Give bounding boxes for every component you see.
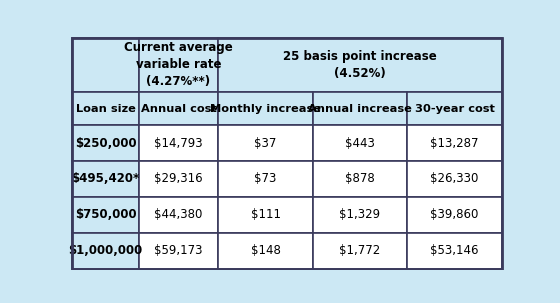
Bar xyxy=(139,125,218,161)
Text: $1,000,000: $1,000,000 xyxy=(68,244,143,257)
Text: $750,000: $750,000 xyxy=(74,208,136,221)
Text: $53,146: $53,146 xyxy=(430,244,479,257)
Text: $148: $148 xyxy=(250,244,281,257)
Bar xyxy=(72,161,139,197)
Text: $44,380: $44,380 xyxy=(155,208,203,221)
Text: Annual increase: Annual increase xyxy=(308,104,412,114)
Bar xyxy=(72,38,139,92)
Text: $13,287: $13,287 xyxy=(430,137,479,150)
Text: $1,772: $1,772 xyxy=(339,244,381,257)
Bar xyxy=(139,92,218,125)
Bar xyxy=(407,233,502,268)
Text: $878: $878 xyxy=(345,172,375,185)
Text: $495,420*: $495,420* xyxy=(71,172,139,185)
Bar xyxy=(313,233,407,268)
Bar xyxy=(72,233,139,268)
Bar xyxy=(139,197,218,233)
Bar xyxy=(218,197,313,233)
Bar xyxy=(218,92,313,125)
Text: $111: $111 xyxy=(250,208,281,221)
Text: Loan size: Loan size xyxy=(76,104,136,114)
Bar xyxy=(218,233,313,268)
Text: $14,793: $14,793 xyxy=(154,137,203,150)
Bar xyxy=(313,161,407,197)
Bar xyxy=(407,197,502,233)
Bar xyxy=(218,38,502,92)
Bar xyxy=(218,125,313,161)
Text: $26,330: $26,330 xyxy=(431,172,479,185)
Text: 25 basis point increase
(4.52%): 25 basis point increase (4.52%) xyxy=(283,50,437,80)
Text: $29,316: $29,316 xyxy=(154,172,203,185)
Bar xyxy=(139,38,218,92)
Text: $59,173: $59,173 xyxy=(154,244,203,257)
Bar xyxy=(407,161,502,197)
Bar xyxy=(218,161,313,197)
Bar xyxy=(139,161,218,197)
Text: $73: $73 xyxy=(254,172,277,185)
Bar xyxy=(313,197,407,233)
Text: $250,000: $250,000 xyxy=(74,137,136,150)
Text: $37: $37 xyxy=(254,137,277,150)
Bar xyxy=(72,197,139,233)
Bar xyxy=(313,92,407,125)
Text: Monthly increase: Monthly increase xyxy=(210,104,321,114)
Bar xyxy=(72,92,139,125)
Bar xyxy=(407,92,502,125)
Text: Annual cost: Annual cost xyxy=(141,104,216,114)
Bar xyxy=(313,125,407,161)
Text: $443: $443 xyxy=(345,137,375,150)
Bar xyxy=(72,125,139,161)
Bar xyxy=(139,233,218,268)
Text: $39,860: $39,860 xyxy=(431,208,479,221)
Text: 30-year cost: 30-year cost xyxy=(414,104,494,114)
Text: $1,329: $1,329 xyxy=(339,208,381,221)
Text: Current average
variable rate
(4.27%**): Current average variable rate (4.27%**) xyxy=(124,41,233,88)
Bar xyxy=(407,125,502,161)
